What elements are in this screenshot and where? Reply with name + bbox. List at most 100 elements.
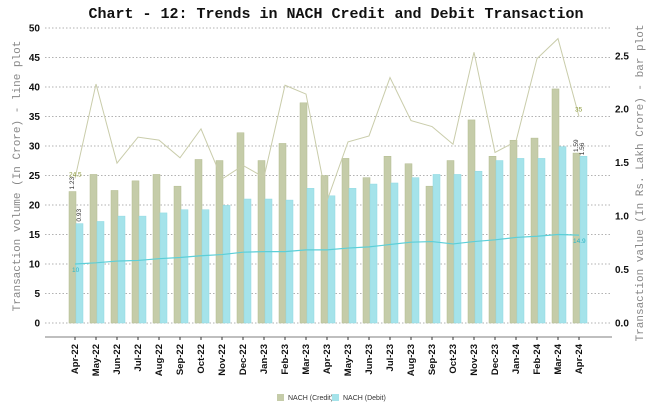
- y-tick-left: 45: [29, 53, 41, 64]
- y-tick-left: 25: [29, 171, 41, 182]
- y-tick-right: 2.0: [615, 105, 629, 116]
- bar-debit: [516, 158, 525, 324]
- bar-credit: [425, 185, 434, 324]
- y-tick-left: 20: [29, 201, 41, 212]
- y-tick-left: 5: [34, 289, 40, 300]
- y-tick-right: 1.5: [615, 158, 629, 169]
- bar-debit: [117, 215, 126, 324]
- bar-debit: [453, 174, 462, 324]
- label-credit-line-first: 24.5: [69, 171, 82, 178]
- bar-debit: [201, 209, 210, 324]
- bar-debit: [369, 183, 378, 324]
- bar-credit: [362, 177, 371, 324]
- bar-debit: [306, 188, 315, 324]
- x-tick-label: Feb-24: [532, 343, 543, 374]
- x-tick-label: Feb-23: [280, 344, 291, 375]
- x-tick-label: Aug-23: [406, 344, 417, 376]
- bar-debit: [222, 205, 231, 324]
- x-tick-label: Sep-23: [427, 344, 438, 375]
- y-tick-right: 1.0: [615, 212, 629, 223]
- y-tick-left: 15: [29, 230, 41, 241]
- y-tick-right: 2.5: [615, 51, 629, 62]
- bar-debit: [495, 160, 504, 324]
- x-tick-label: Jul-23: [385, 344, 396, 371]
- bar-debit: [285, 199, 294, 324]
- bar-credit: [467, 119, 476, 324]
- x-tick-label: Jan-24: [511, 343, 522, 374]
- label-credit-line-last: 35: [575, 107, 583, 114]
- bar-debit: [159, 212, 168, 324]
- legend: NACH (Credit) NACH (Debit): [277, 394, 386, 402]
- bar-credit: [509, 139, 518, 324]
- y-tick-left: 0: [34, 319, 40, 330]
- label-debit-line-first: 10: [72, 267, 80, 274]
- x-tick-label: Jan-23: [259, 344, 270, 374]
- y-tick-right: 0.0: [615, 319, 629, 330]
- y-axis-right-label: Transaction value (In Rs. Lakh Crore) - …: [635, 25, 647, 342]
- label-debit-line-last: 14.9: [573, 238, 586, 245]
- bar-debit: [579, 156, 588, 324]
- y-tick-left: 40: [29, 83, 41, 94]
- axes: 0 5 10 15 20 25 30 35 40 45 50 0.0 0.5 1.0 1.5 2.0 2.5 Ap…: [29, 24, 629, 377]
- x-tick-label: Aug-22: [154, 344, 165, 376]
- bar-credit: [215, 160, 224, 324]
- bar-credit: [551, 88, 560, 324]
- x-tick-label: Nov-22: [217, 344, 228, 376]
- x-tick-label: Dec-23: [490, 344, 501, 375]
- bar-credit: [110, 190, 119, 324]
- x-tick-label: Apr-24: [574, 343, 585, 374]
- y-tick-right: 0.5: [615, 265, 629, 276]
- bar-debit: [264, 198, 273, 324]
- bar-credit: [278, 143, 287, 324]
- bar-debit: [537, 158, 546, 324]
- y-tick-left: 35: [29, 112, 41, 123]
- label-debit-bar-last: 1.56: [579, 142, 586, 155]
- data-labels: 24.5 10 35 14.9 1.23 0.93 1.59 1.56: [69, 107, 586, 275]
- chart-title: Chart - 12: Trends in NACH Credit and De…: [88, 6, 583, 23]
- bar-debit: [180, 209, 189, 324]
- bar-debit: [348, 188, 357, 324]
- line-credit-volume: [74, 37, 580, 203]
- bar-debit: [411, 177, 420, 324]
- bar-credit: [68, 191, 77, 324]
- bars: [68, 88, 588, 324]
- bar-credit: [530, 137, 539, 324]
- x-tick-label: Apr-22: [70, 344, 81, 374]
- x-tick-label: Sep-22: [175, 344, 186, 375]
- label-debit-bar-first: 0.93: [76, 209, 83, 222]
- bar-credit: [299, 102, 308, 324]
- y-axis-left-label: Transaction volume (In Crore) - line plo…: [12, 41, 24, 312]
- bar-credit: [341, 158, 350, 324]
- lines: [74, 37, 580, 265]
- x-tick-label: Mar-23: [301, 344, 312, 375]
- x-tick-label: Jul-22: [133, 344, 144, 371]
- bar-credit: [446, 160, 455, 324]
- line-debit-volume: [74, 233, 580, 265]
- bar-debit: [432, 174, 441, 324]
- y-tick-left: 30: [29, 142, 41, 153]
- y-tick-left: 50: [29, 24, 41, 35]
- bar-debit: [390, 182, 399, 324]
- bar-debit: [96, 221, 105, 324]
- bar-debit: [474, 170, 483, 324]
- y-tick-left: 10: [29, 260, 41, 271]
- label-credit-bar-first: 1.23: [69, 176, 76, 189]
- bar-credit: [257, 160, 266, 324]
- x-tick-label: Apr-23: [322, 344, 333, 374]
- x-tick-label: Nov-23: [469, 344, 480, 376]
- bar-credit: [131, 180, 140, 324]
- x-tick-label: Jun-23: [364, 344, 375, 375]
- legend-label-credit: NACH (Credit): [288, 395, 333, 402]
- x-tick-label: Dec-22: [238, 344, 249, 375]
- x-tick-label: May-23: [343, 344, 354, 376]
- x-tick-label: Oct-23: [448, 344, 459, 374]
- x-tick-label: Oct-22: [196, 344, 207, 374]
- bar-credit: [173, 185, 182, 324]
- bar-debit: [327, 195, 336, 324]
- legend-swatch-credit: [277, 394, 284, 401]
- x-tick-label: Jun-22: [112, 344, 123, 375]
- x-tick-label: Mar-24: [553, 343, 564, 374]
- bar-credit: [383, 156, 392, 324]
- legend-swatch-debit: [332, 394, 339, 401]
